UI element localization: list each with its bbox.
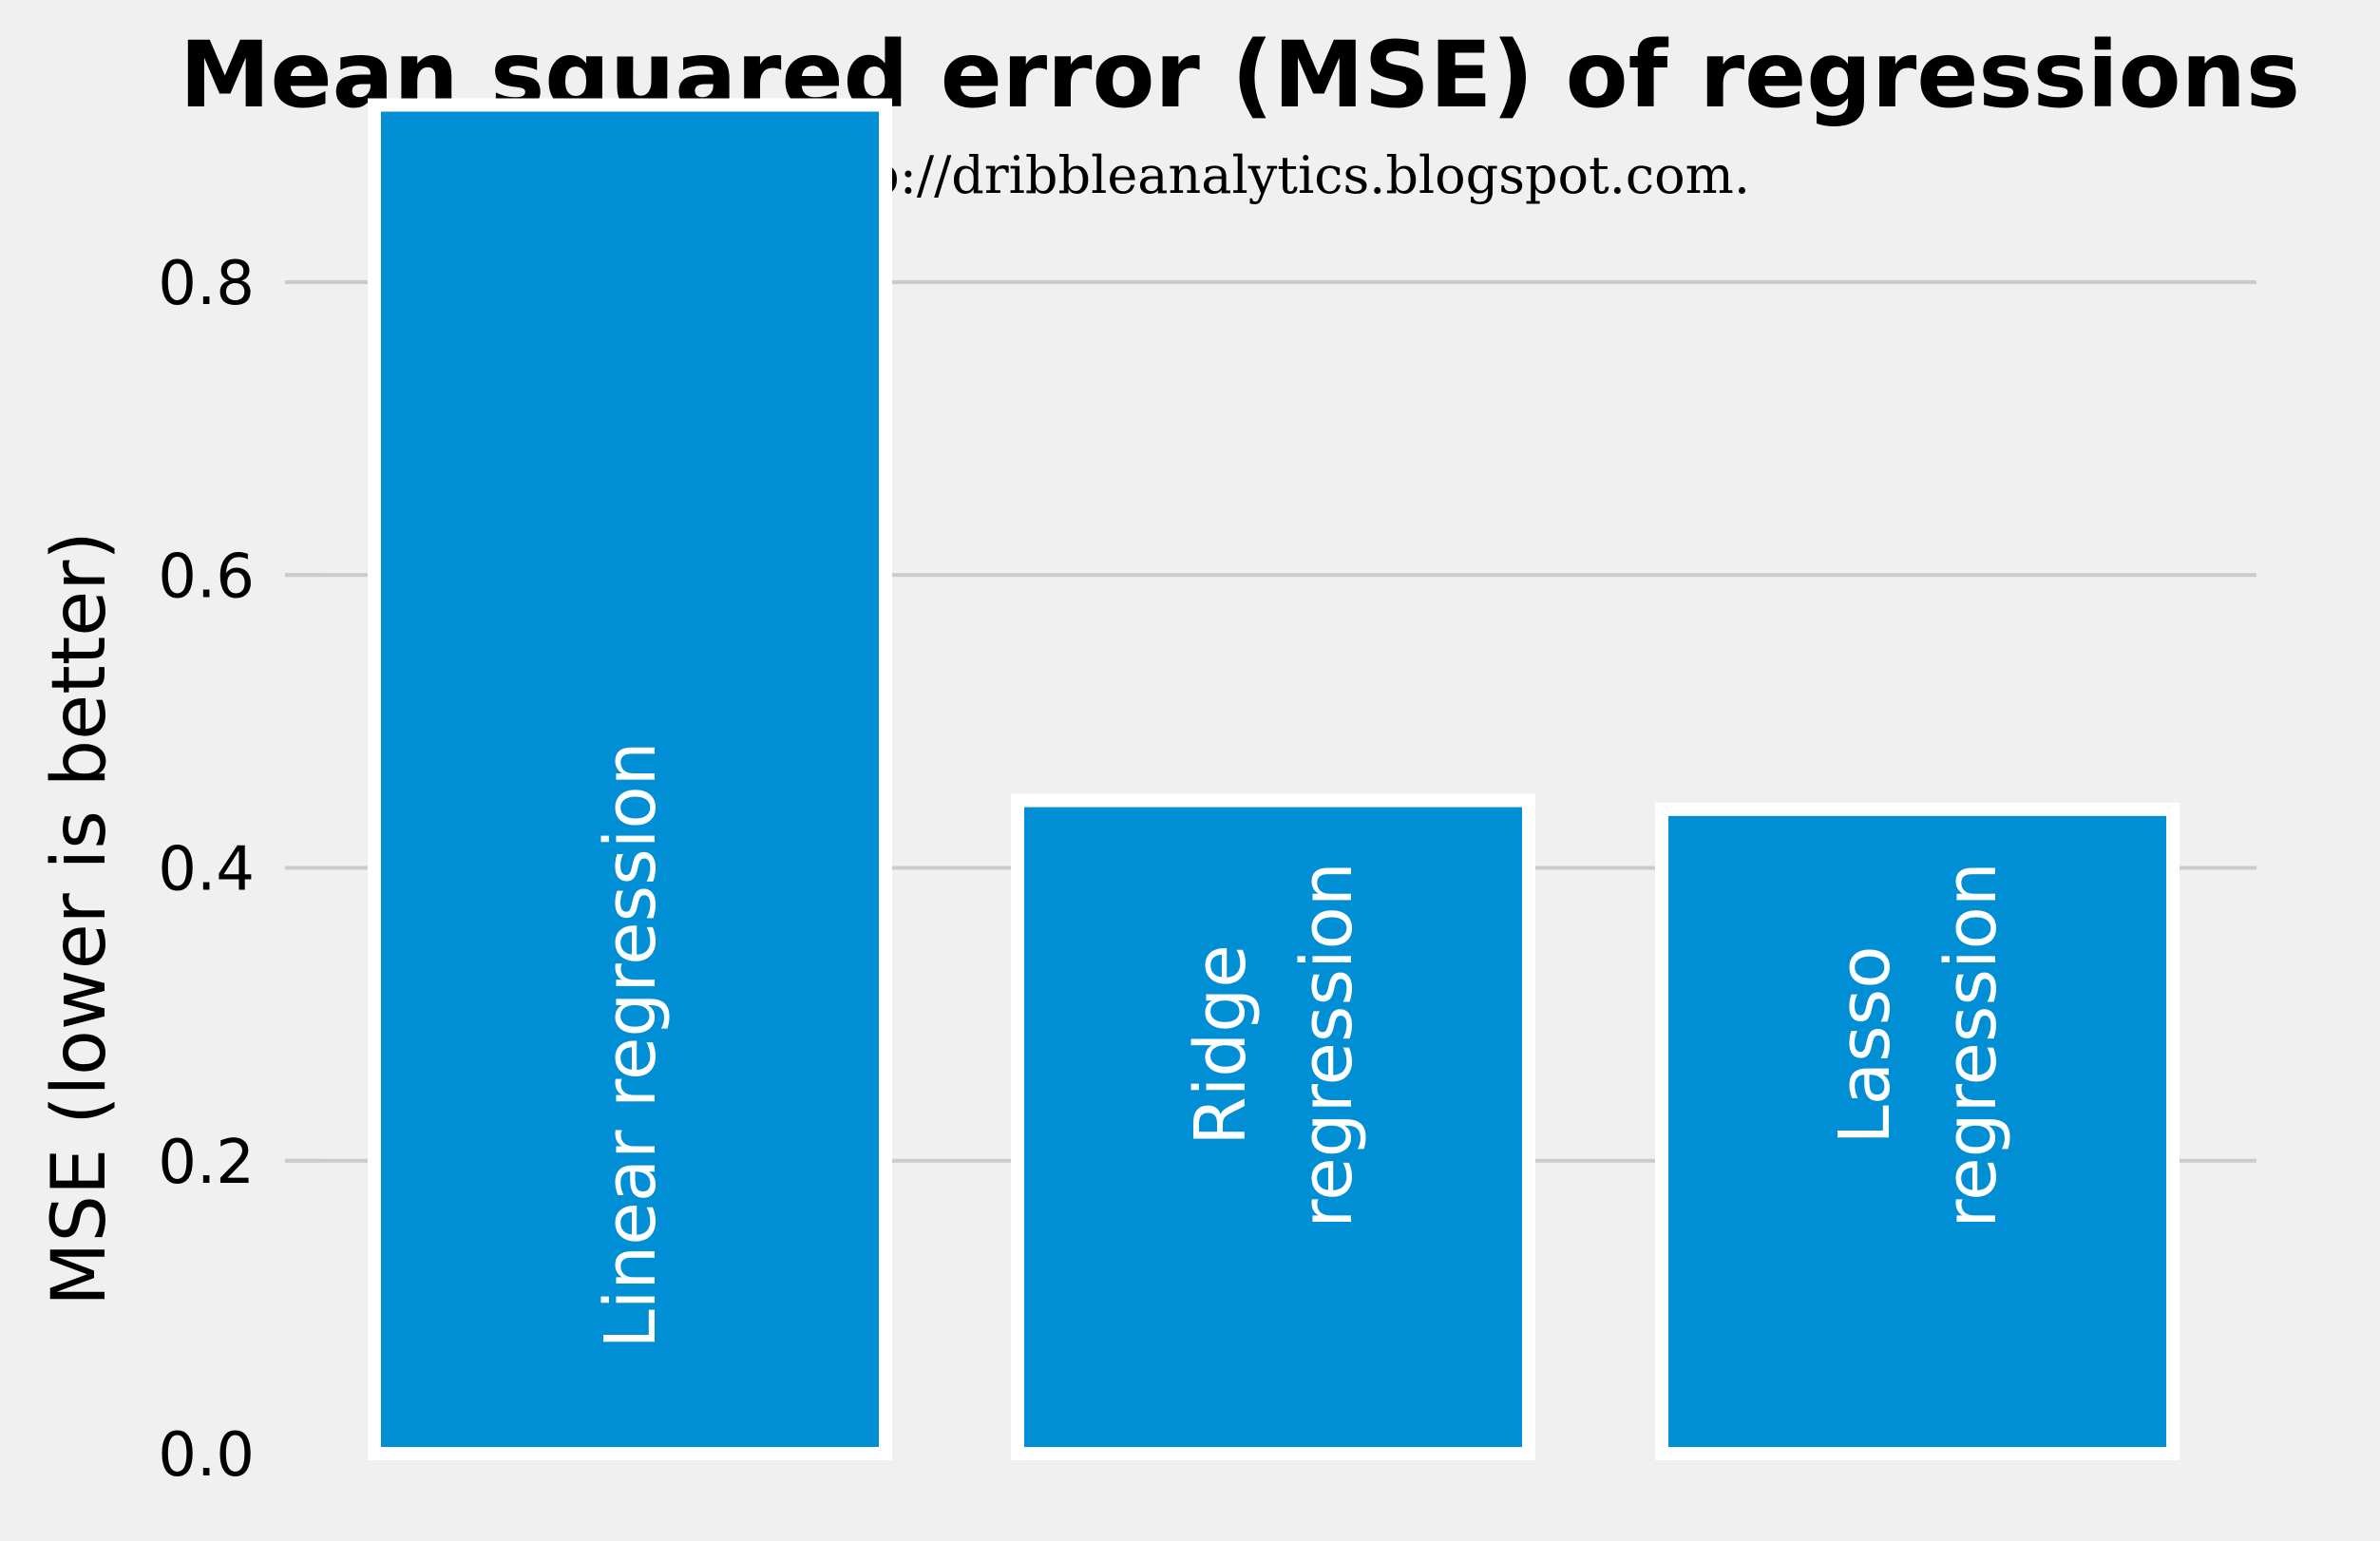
bar-category-label-line: Lasso [1824, 946, 1906, 1145]
y-axis-ticks: 0.0 0.2 0.4 0.6 0.8 [158, 249, 323, 1491]
bar-category-label-line: Linear regression [590, 742, 672, 1349]
chart-subtitle: http://dribbleanalytics.blogspot.com. [792, 145, 1750, 205]
bar-category-label-line: Ridge [1180, 944, 1262, 1145]
y-tick-label: 0.0 [158, 1420, 255, 1491]
y-tick-label: 0.4 [158, 835, 255, 905]
bar [1655, 802, 2180, 1460]
bar [1011, 793, 1535, 1460]
bar-category-label-line: regression [1286, 862, 1368, 1227]
bar-category-label: Linear regression [590, 742, 672, 1349]
bar-labels: Linear regression Ridge regression Lasso reg… [590, 742, 2012, 1349]
y-tick-label: 0.6 [158, 542, 255, 612]
bar-category-label: Lasso regression [1824, 862, 2012, 1227]
bar-category-label: Ridge regression [1180, 862, 1368, 1227]
bars [368, 98, 2180, 1460]
y-tick-label: 0.2 [158, 1128, 255, 1198]
bar-category-label-line: regression [1931, 862, 2012, 1227]
y-tick-label: 0.8 [158, 249, 255, 319]
y-axis-label: MSE (lower is better) [37, 531, 123, 1306]
bar [368, 98, 892, 1460]
